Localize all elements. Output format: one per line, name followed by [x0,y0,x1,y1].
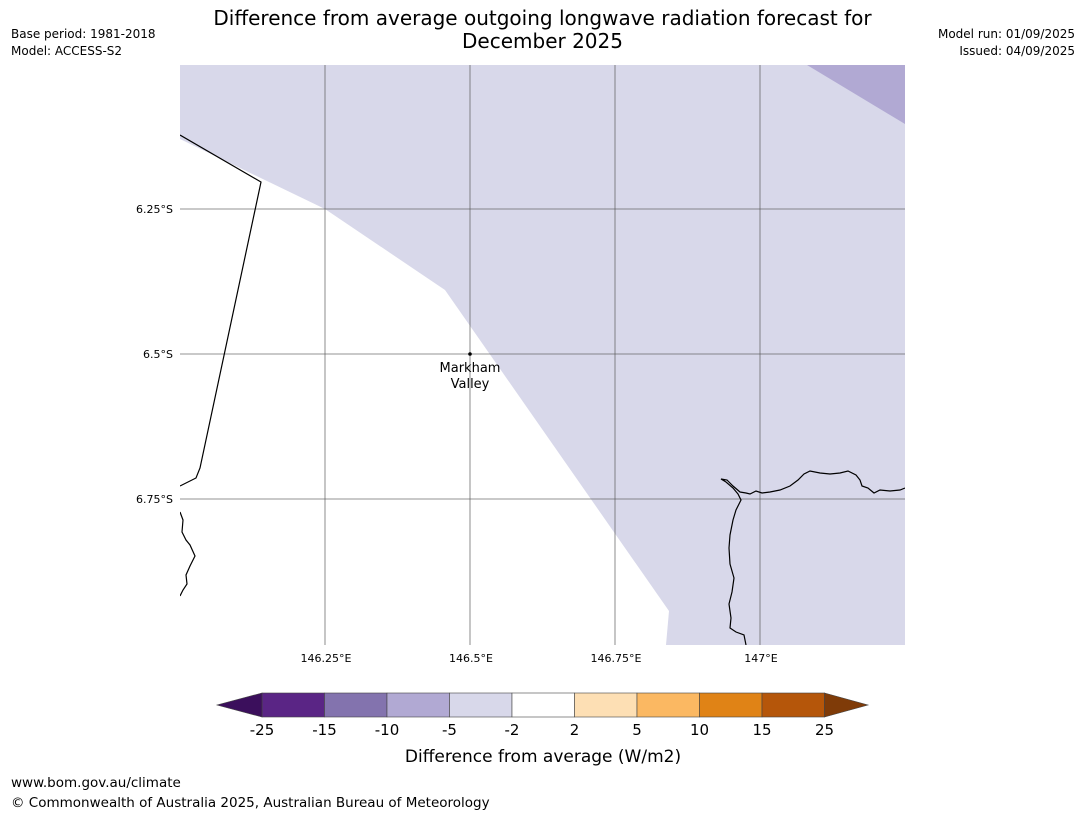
colorbar-tick-label: 5 [632,721,642,739]
location-label-line-2: Valley [451,377,490,392]
colorbar-tick-label: 10 [690,721,709,739]
title-line-1: Difference from average outgoing longwav… [213,6,872,30]
colorbar-segment [324,692,388,718]
lon-labels: 146.25°E 146.5°E 146.75°E 147°E [301,652,778,665]
colorbar-segments [215,692,870,718]
colorbar-tick-label: -2 [505,721,520,739]
lon-label-147: 147°E [744,652,777,665]
colorbar-segment [761,692,825,718]
lat-label-6-75: 6.75°S [136,493,173,506]
colorbar-segment [699,692,763,718]
anomaly-region-medium [807,65,905,124]
colorbar-label: Difference from average (W/m2) [405,747,681,767]
header-left: Base period: 1981-2018 Model: ACCESS-S2 [11,26,156,60]
location-label-line-1: Markham [440,361,501,376]
colorbar-tick-label: -15 [312,721,337,739]
colorbar-tick-label: 25 [815,721,834,739]
colorbar-segment [261,692,325,718]
colorbar: -25 -15 -10 -5 -2 2 5 10 15 25 Difference from av… [215,692,870,767]
header-right: Model run: 01/09/2025 Issued: 04/09/2025 [938,26,1075,60]
colorbar-segment [574,692,638,718]
colorbar-segment [386,692,450,718]
map-area: Markham Valley [180,65,905,645]
lon-label-146-5: 146.5°E [449,652,493,665]
colorbar-extend-left [215,692,263,718]
base-period-text: Base period: 1981-2018 [11,27,156,41]
colorbar-tick-label: 2 [570,721,580,739]
anomaly-region-light [180,65,905,645]
colorbar-tick-label: -25 [250,721,275,739]
colorbar-segment [449,692,513,718]
coastlines [180,134,905,645]
model-text: Model: ACCESS-S2 [11,44,123,58]
colorbar-extend-right [824,692,870,718]
colorbar-segment [636,692,700,718]
lat-label-6-25: 6.25°S [136,203,173,216]
coastline-west [180,134,262,487]
colorbar-tick-label: -10 [375,721,400,739]
coastline-east [720,470,905,645]
footer-copyright: © Commonwealth of Australia 2025, Austra… [11,795,490,811]
model-run-text: Model run: 01/09/2025 [937,27,1075,41]
issued-text: Issued: 04/09/2025 [959,44,1075,58]
gridlines [180,65,905,645]
lat-labels: 6.25°S 6.5°S 6.75°S [136,203,173,506]
coastline-southwest [180,511,196,597]
title-line-2: December 2025 [462,29,623,53]
map-title: Difference from average outgoing longwav… [150,7,935,53]
footer-url: www.bom.gov.au/climate [11,775,181,791]
colorbar-tick-label: -5 [442,721,457,739]
colorbar-segment [511,692,575,718]
location-marker [468,352,472,356]
lon-label-146-25: 146.25°E [301,652,352,665]
lon-label-146-75: 146.75°E [591,652,642,665]
lat-label-6-5: 6.5°S [143,348,173,361]
colorbar-tick-label: 15 [752,721,771,739]
colorbar-tick-labels: -25 -15 -10 -5 -2 2 5 10 15 25 [250,721,834,739]
